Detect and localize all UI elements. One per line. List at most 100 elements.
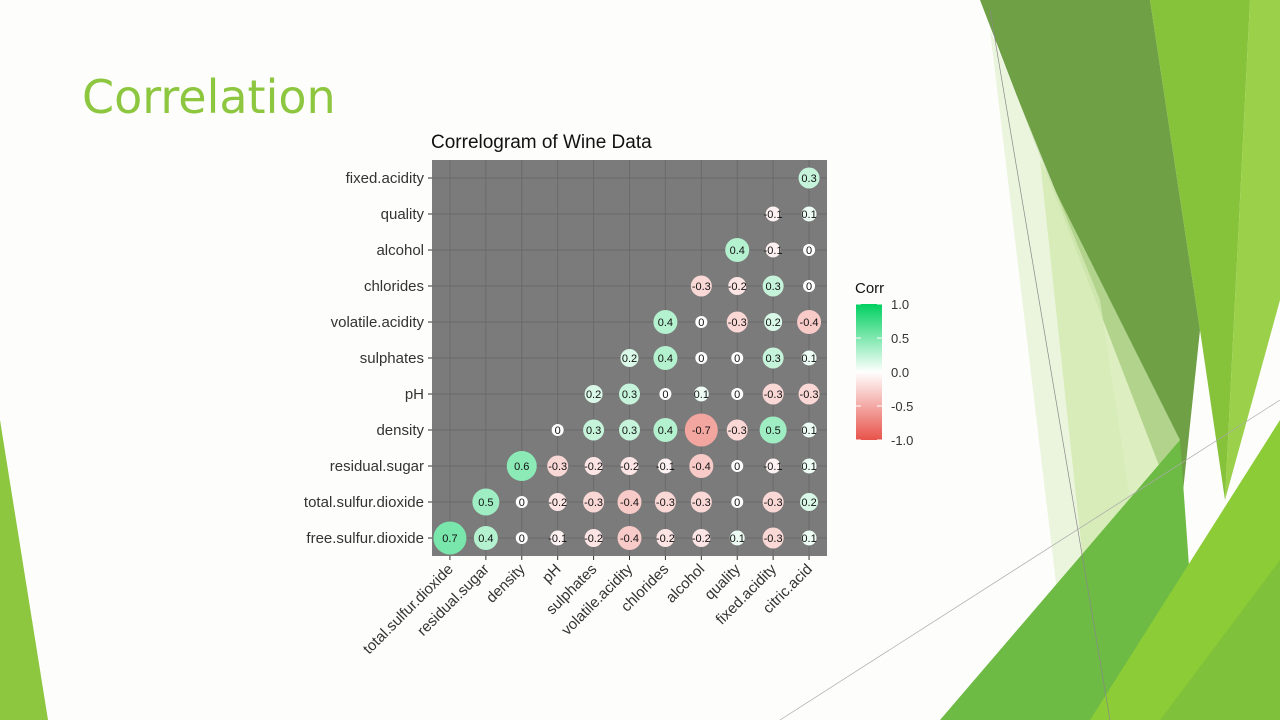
- corr-cell: -0.2: [620, 457, 639, 475]
- corr-circle: [765, 206, 781, 222]
- corr-circle: [800, 493, 819, 511]
- corr-circle: [653, 418, 678, 442]
- chart-title: Correlogram of Wine Data: [431, 132, 652, 153]
- corr-cell: -0.2: [656, 529, 675, 547]
- corr-value-label: 0.3: [765, 281, 780, 293]
- corr-cell: 0: [515, 496, 528, 509]
- corr-cell: -0.1: [764, 242, 783, 258]
- corr-circle: [803, 244, 816, 256]
- corr-value-label: 0.1: [801, 461, 816, 473]
- corr-cell: -0.2: [692, 529, 711, 547]
- corr-circle: [619, 419, 640, 441]
- corr-cell: 0.6: [506, 451, 537, 481]
- corr-cell: 0: [803, 244, 816, 257]
- corr-circle: [506, 451, 537, 481]
- corr-value-label: 0: [734, 389, 740, 401]
- corr-value-label: -0.3: [656, 497, 675, 509]
- corr-value-label: 0.2: [765, 317, 780, 329]
- legend-tick-label: 0.0: [891, 365, 909, 380]
- legend-tick-label: -1.0: [891, 433, 913, 448]
- corr-circle: [728, 277, 747, 295]
- y-tick-label: total.sulfur.dioxide: [304, 494, 424, 511]
- decor-shape: [1160, 560, 1280, 720]
- decor-line: [989, 9, 1111, 720]
- corr-cell: -0.3: [690, 275, 712, 297]
- corr-circle: [617, 490, 642, 514]
- corr-cell: 0.2: [764, 313, 783, 331]
- corr-circle: [551, 424, 564, 436]
- corr-cell: 0.4: [725, 238, 750, 262]
- x-tick-label: alcohol: [663, 561, 709, 607]
- corr-value-label: 0.2: [801, 497, 816, 509]
- corr-value-label: 0.5: [765, 425, 780, 437]
- corr-value-label: 0: [555, 425, 561, 437]
- corr-cell: -0.3: [798, 383, 820, 405]
- corr-cell: 0: [803, 280, 816, 293]
- corr-circle: [584, 457, 603, 475]
- corr-circle: [765, 458, 781, 474]
- corr-circle: [729, 530, 745, 546]
- corr-value-label: -0.2: [620, 461, 639, 473]
- corr-value-label: -0.7: [692, 425, 711, 437]
- corr-circle: [801, 422, 817, 438]
- corr-value-label: 0.6: [514, 461, 529, 473]
- corr-cell: 0.3: [762, 347, 784, 369]
- corr-cell: 0.3: [583, 419, 605, 441]
- corr-cell: 0.3: [798, 167, 820, 189]
- corr-circle: [653, 346, 678, 370]
- corr-value-label: -0.1: [656, 461, 675, 473]
- corr-cell: 0.2: [584, 385, 603, 403]
- corr-circle: [690, 491, 712, 513]
- corr-circle: [584, 385, 603, 403]
- corr-value-label: -0.3: [692, 281, 711, 293]
- corr-value-label: -0.2: [584, 461, 603, 473]
- corr-cell: -0.1: [656, 458, 675, 474]
- legend-tick-label: 1.0: [891, 297, 909, 312]
- corr-circle: [473, 526, 498, 550]
- y-tick-label: fixed.acidity: [346, 170, 425, 187]
- corr-value-label: -0.3: [584, 497, 603, 509]
- corr-cell: -0.3: [762, 491, 784, 513]
- corr-value-label: 0.1: [801, 353, 816, 365]
- x-tick-label: pH: [539, 561, 565, 587]
- corr-value-label: 0: [734, 461, 740, 473]
- corr-value-label: 0.1: [730, 533, 745, 545]
- corr-cell: 0: [731, 460, 744, 473]
- corr-value-label: -0.2: [656, 533, 675, 545]
- corr-circle: [765, 242, 781, 258]
- corr-value-label: 0: [519, 497, 525, 509]
- corr-cell: -0.4: [617, 526, 642, 550]
- corr-cell: -0.3: [762, 383, 784, 405]
- corr-value-label: 0: [806, 245, 812, 257]
- corr-circle: [801, 458, 817, 474]
- corr-cell: -0.4: [797, 310, 822, 334]
- corr-value-label: -0.1: [764, 461, 783, 473]
- y-tick-label: density: [376, 422, 424, 439]
- corr-circle: [657, 458, 673, 474]
- corr-circle: [798, 167, 820, 189]
- decor-shape: [0, 420, 48, 720]
- corr-value-label: -0.3: [728, 317, 747, 329]
- corr-circle: [762, 275, 784, 297]
- corr-cell: 0: [659, 388, 672, 401]
- corr-value-label: -0.3: [764, 497, 783, 509]
- corr-circle: [762, 527, 784, 549]
- corr-value-label: -0.4: [800, 317, 819, 329]
- corr-value-label: 0.1: [801, 425, 816, 437]
- corr-circle: [797, 310, 822, 334]
- corr-circle: [653, 310, 678, 334]
- corr-value-label: -0.3: [800, 389, 819, 401]
- corr-value-label: 0.3: [622, 425, 637, 437]
- corr-value-label: 0.4: [658, 317, 673, 329]
- y-tick-label: quality: [381, 206, 425, 223]
- corr-value-label: -0.3: [764, 533, 783, 545]
- corr-cell: 0: [551, 424, 564, 437]
- corr-value-label: 0.2: [586, 389, 601, 401]
- corr-cell: 0.2: [620, 349, 639, 367]
- corr-circle: [731, 496, 744, 508]
- corr-value-label: -0.3: [764, 389, 783, 401]
- corr-cell: 0.1: [801, 422, 817, 438]
- corr-circle: [690, 275, 712, 297]
- corr-circle: [801, 350, 817, 366]
